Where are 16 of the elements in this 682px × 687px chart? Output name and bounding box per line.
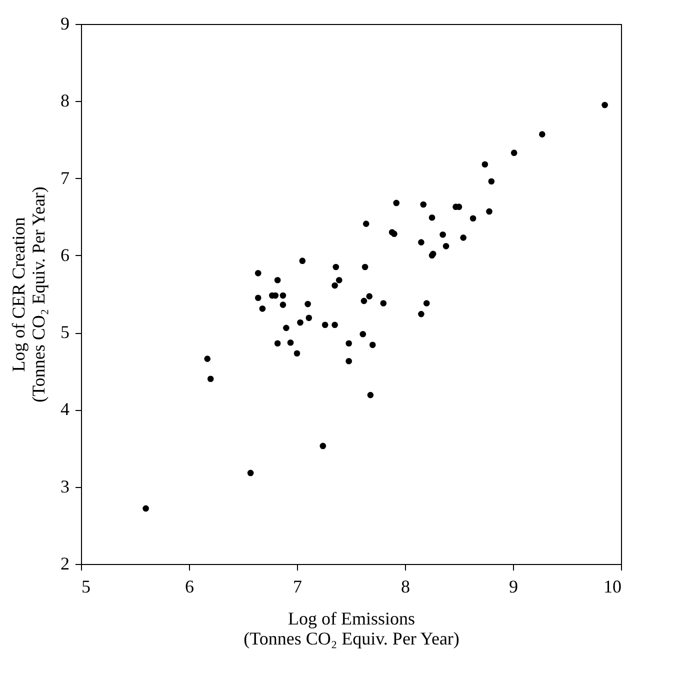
y-tick-label: 4 bbox=[60, 399, 70, 420]
y-tick-label: 3 bbox=[60, 476, 70, 496]
y-tick-label: 8 bbox=[60, 90, 70, 111]
y-tick-label: 9 bbox=[60, 14, 70, 34]
y-axis-title: Log of CER Creation (Tonnes CO₂ Equiv. Per Year) bbox=[8, 186, 48, 402]
x-tick-label: 6 bbox=[185, 576, 194, 596]
x-tick-label: 7 bbox=[293, 576, 302, 596]
x-tick-label: 9 bbox=[509, 576, 518, 596]
x-tick-label: 10 bbox=[604, 576, 622, 596]
y-tick-label: 7 bbox=[60, 168, 70, 188]
y-tick-label: 2 bbox=[60, 554, 70, 574]
x-axis-title: Log of Emissions (Tonnes CO₂ Equiv. Per Year) bbox=[244, 608, 460, 648]
y-tick-label: 5 bbox=[60, 322, 70, 342]
y-tick-label: 6 bbox=[60, 244, 70, 265]
x-tick-label: 5 bbox=[82, 576, 90, 596]
x-tick-label: 8 bbox=[401, 576, 410, 596]
